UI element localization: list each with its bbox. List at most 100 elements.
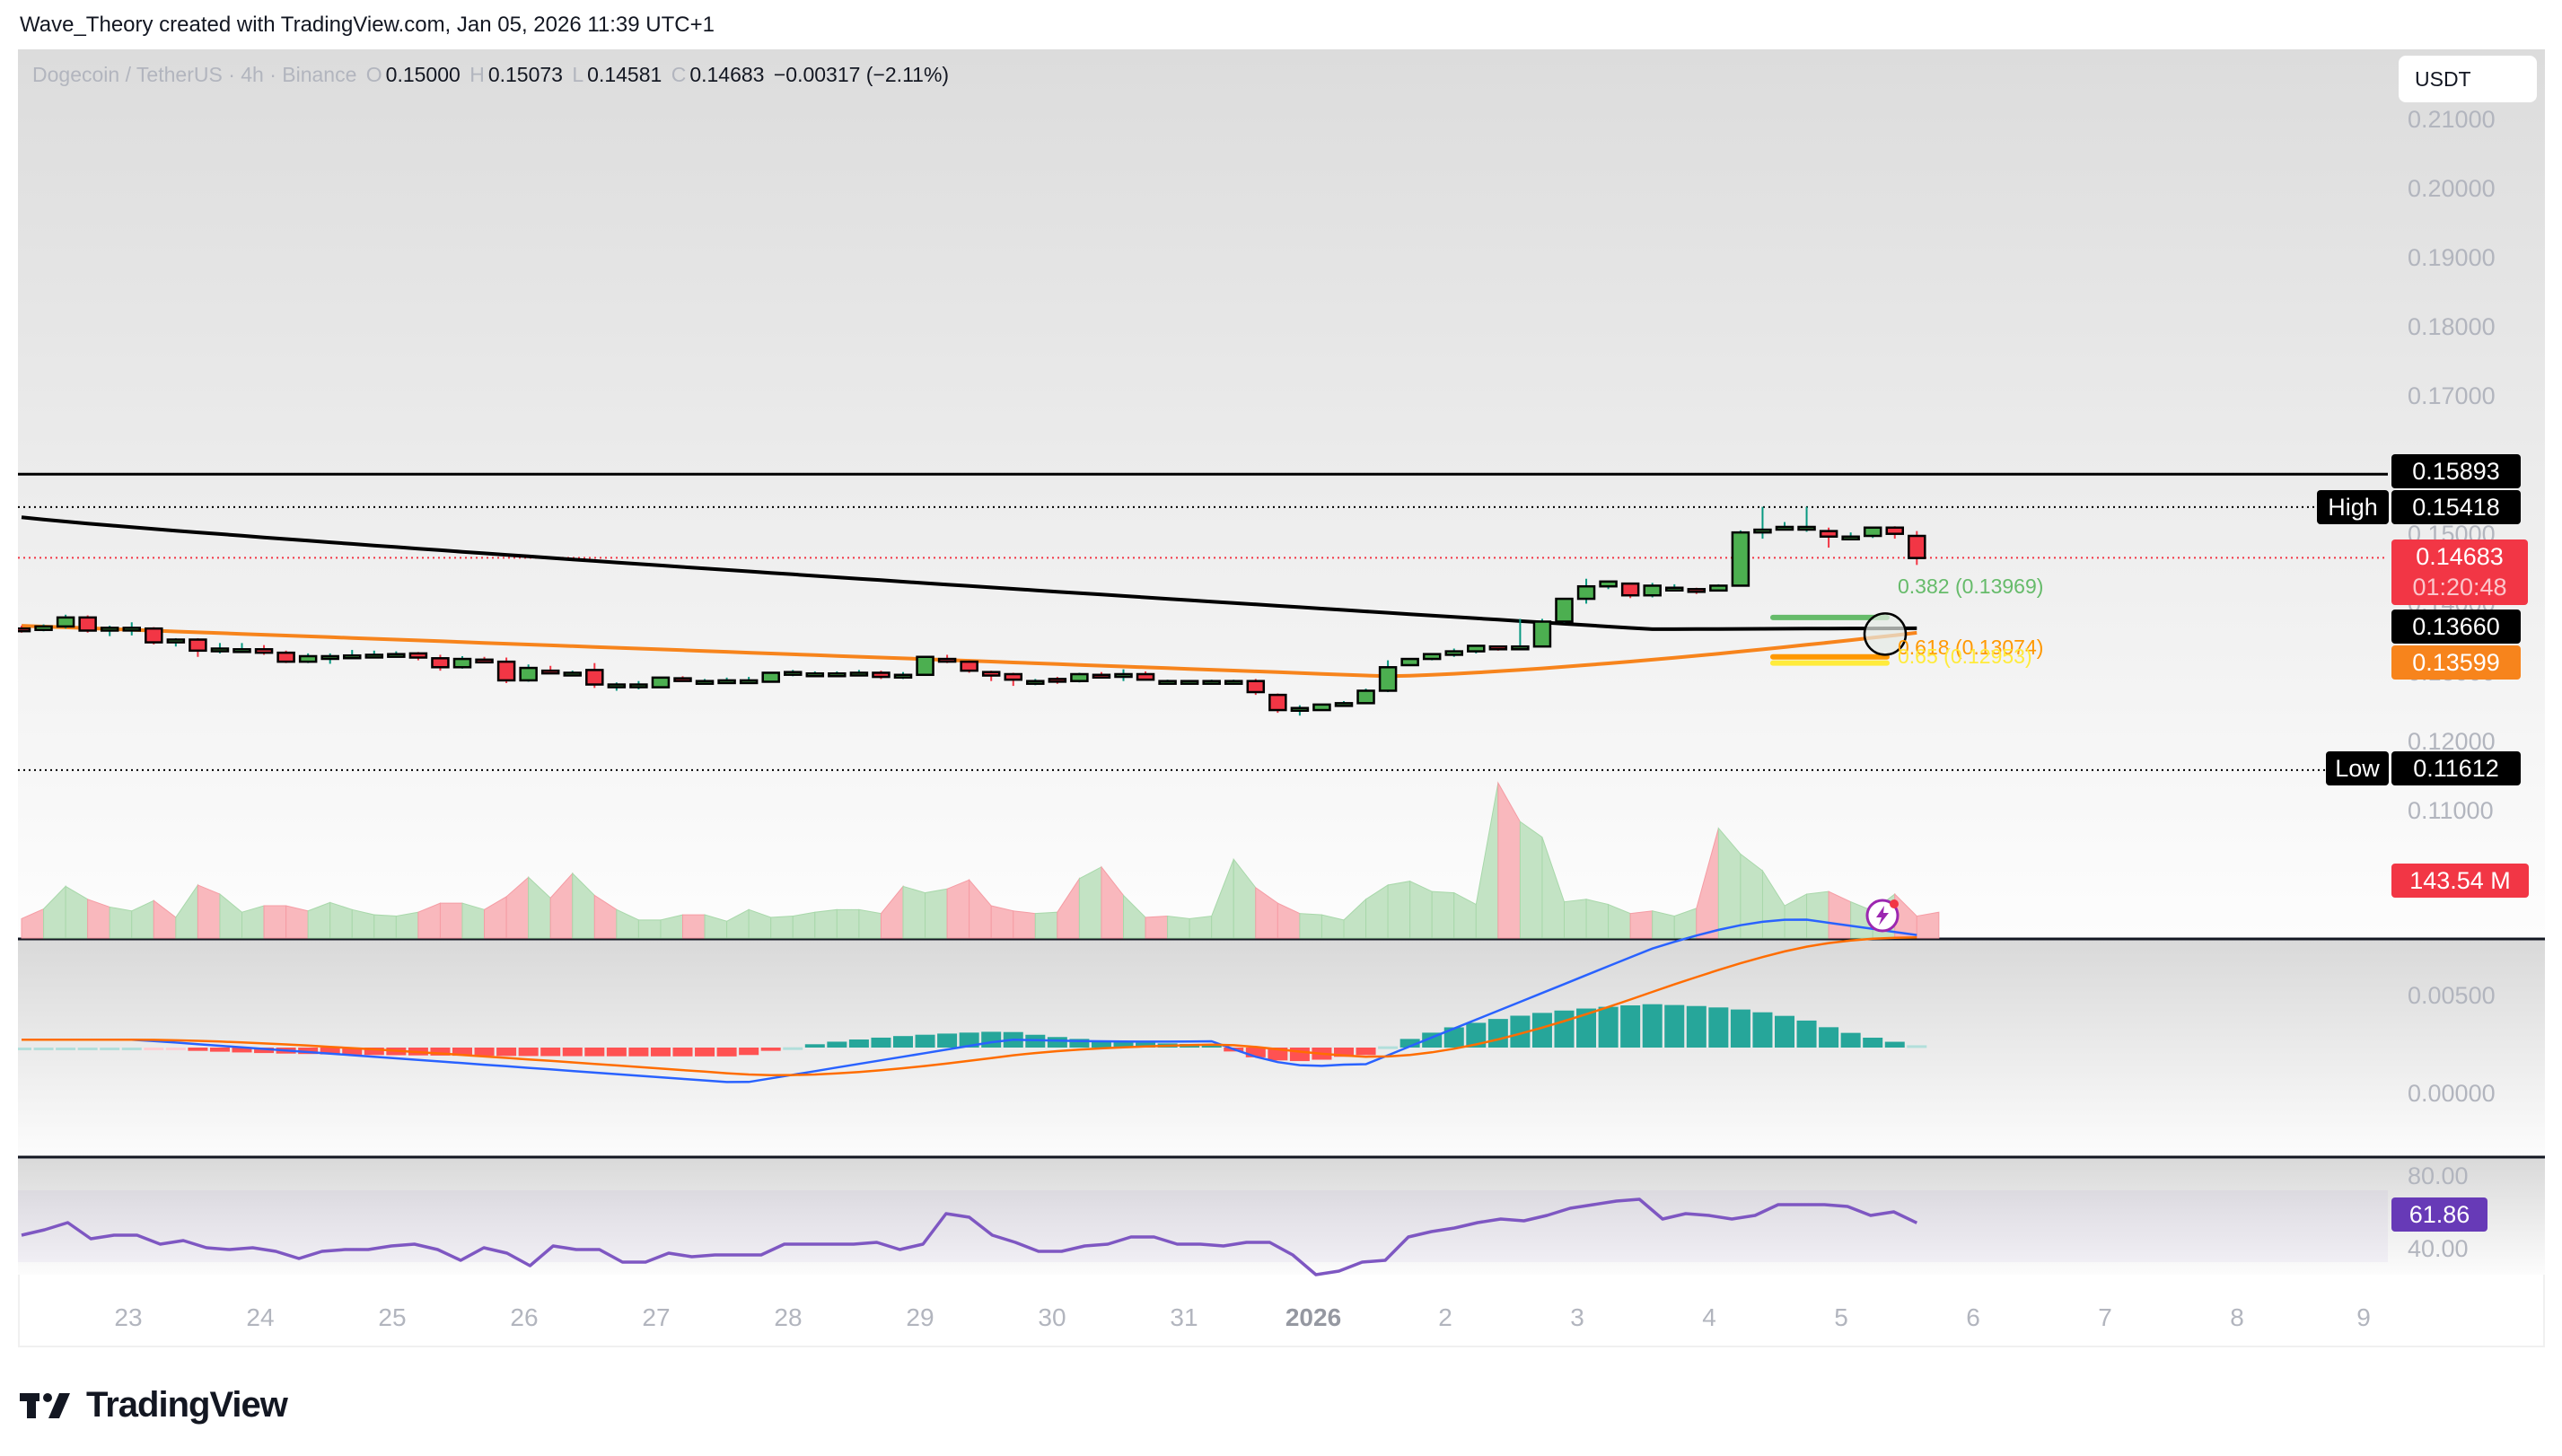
candle[interactable] (607, 683, 627, 689)
candle[interactable] (1908, 534, 1926, 559)
macd-line (22, 918, 1917, 1083)
candle[interactable] (122, 627, 141, 632)
candle[interactable] (937, 657, 957, 663)
candle[interactable] (1246, 680, 1266, 694)
candle[interactable] (1356, 689, 1375, 705)
candle[interactable] (784, 671, 803, 676)
macd-histogram-bar (1443, 1027, 1464, 1048)
macd-histogram-bar (1113, 1041, 1134, 1048)
candle[interactable] (1885, 526, 1904, 535)
candle[interactable] (56, 616, 75, 628)
candle[interactable] (1731, 531, 1750, 587)
candle[interactable] (1092, 673, 1111, 680)
candle[interactable] (1797, 525, 1816, 531)
candle[interactable] (1620, 582, 1640, 597)
candle[interactable] (519, 666, 538, 682)
candle[interactable] (1334, 702, 1354, 707)
candle[interactable] (1576, 584, 1596, 601)
candle[interactable] (1488, 645, 1508, 651)
candle[interactable] (1136, 672, 1155, 681)
candle[interactable] (1114, 672, 1133, 679)
candle[interactable] (100, 627, 119, 632)
candle[interactable] (1643, 584, 1662, 597)
candle[interactable] (233, 648, 251, 653)
candle[interactable] (695, 680, 715, 685)
candle[interactable] (1004, 672, 1022, 681)
candle[interactable] (1775, 525, 1794, 531)
candle[interactable] (1687, 588, 1707, 593)
candle[interactable] (1709, 584, 1728, 592)
candle[interactable] (1224, 680, 1243, 685)
candle[interactable] (1290, 706, 1310, 712)
candle[interactable] (828, 671, 847, 678)
candle[interactable] (893, 673, 913, 680)
candle[interactable] (739, 679, 759, 685)
candle[interactable] (761, 671, 780, 683)
candlesticks[interactable] (18, 506, 1926, 716)
candle[interactable] (1180, 680, 1199, 685)
candle[interactable] (320, 654, 339, 661)
candle[interactable] (364, 653, 384, 659)
candle[interactable] (1268, 693, 1287, 712)
candle[interactable] (78, 616, 97, 632)
candle[interactable] (1400, 657, 1419, 667)
candle[interactable] (387, 653, 406, 658)
candle[interactable] (452, 657, 472, 669)
tradingview-logo[interactable]: TradingView (20, 1385, 288, 1425)
candle[interactable] (916, 655, 934, 677)
candle[interactable] (1202, 680, 1221, 685)
candle[interactable] (1555, 597, 1574, 623)
macd-histogram-bar (1136, 1042, 1156, 1048)
candle[interactable] (189, 638, 207, 653)
candle[interactable] (540, 669, 560, 675)
candle[interactable] (210, 647, 230, 653)
candle[interactable] (563, 671, 582, 677)
currency-button[interactable]: USDT (2399, 56, 2537, 102)
candle[interactable] (585, 669, 604, 686)
ma-black-price-tag: 0.13660 (2391, 610, 2521, 644)
candle[interactable] (408, 652, 428, 659)
candle[interactable] (343, 653, 362, 660)
candle[interactable] (496, 660, 516, 682)
candle[interactable] (1863, 526, 1882, 538)
chart-canvas[interactable] (18, 49, 2545, 1347)
candle[interactable] (717, 679, 736, 685)
candle[interactable] (1467, 645, 1486, 653)
bar-countdown: 01:20:48 (2412, 574, 2507, 601)
candle[interactable] (629, 683, 648, 689)
candle[interactable] (475, 658, 494, 664)
candle[interactable] (805, 671, 825, 678)
lightning-icon[interactable] (1864, 898, 1900, 934)
candle[interactable] (1026, 680, 1045, 685)
candle[interactable] (298, 654, 318, 663)
candle[interactable] (849, 671, 869, 677)
macd-histogram-bar (1466, 1022, 1487, 1048)
candle[interactable] (1753, 528, 1772, 534)
candle[interactable] (651, 676, 671, 689)
candle[interactable] (872, 671, 891, 679)
candle[interactable] (145, 627, 163, 644)
candle[interactable] (254, 648, 274, 654)
candle[interactable] (166, 638, 186, 644)
candle[interactable] (960, 660, 978, 672)
candle[interactable] (1158, 680, 1177, 685)
candle[interactable] (1599, 580, 1618, 588)
candle[interactable] (1841, 535, 1860, 541)
candle[interactable] (1312, 703, 1331, 712)
candle[interactable] (1511, 645, 1530, 651)
candle[interactable] (1444, 650, 1463, 656)
symbol-name[interactable]: Dogecoin / TetherUS · 4h · Binance (32, 63, 357, 86)
candle[interactable] (1532, 620, 1552, 648)
candle[interactable] (276, 651, 295, 663)
candle[interactable] (1070, 672, 1089, 682)
candle[interactable] (431, 657, 450, 669)
candle[interactable] (1378, 666, 1398, 692)
candle[interactable] (1665, 586, 1684, 592)
candle[interactable] (673, 677, 692, 682)
candle[interactable] (981, 671, 1001, 677)
candle[interactable] (18, 627, 31, 633)
candle[interactable] (1422, 653, 1442, 661)
candle[interactable] (1048, 678, 1067, 683)
candle[interactable] (1819, 530, 1838, 539)
candle[interactable] (34, 625, 53, 631)
